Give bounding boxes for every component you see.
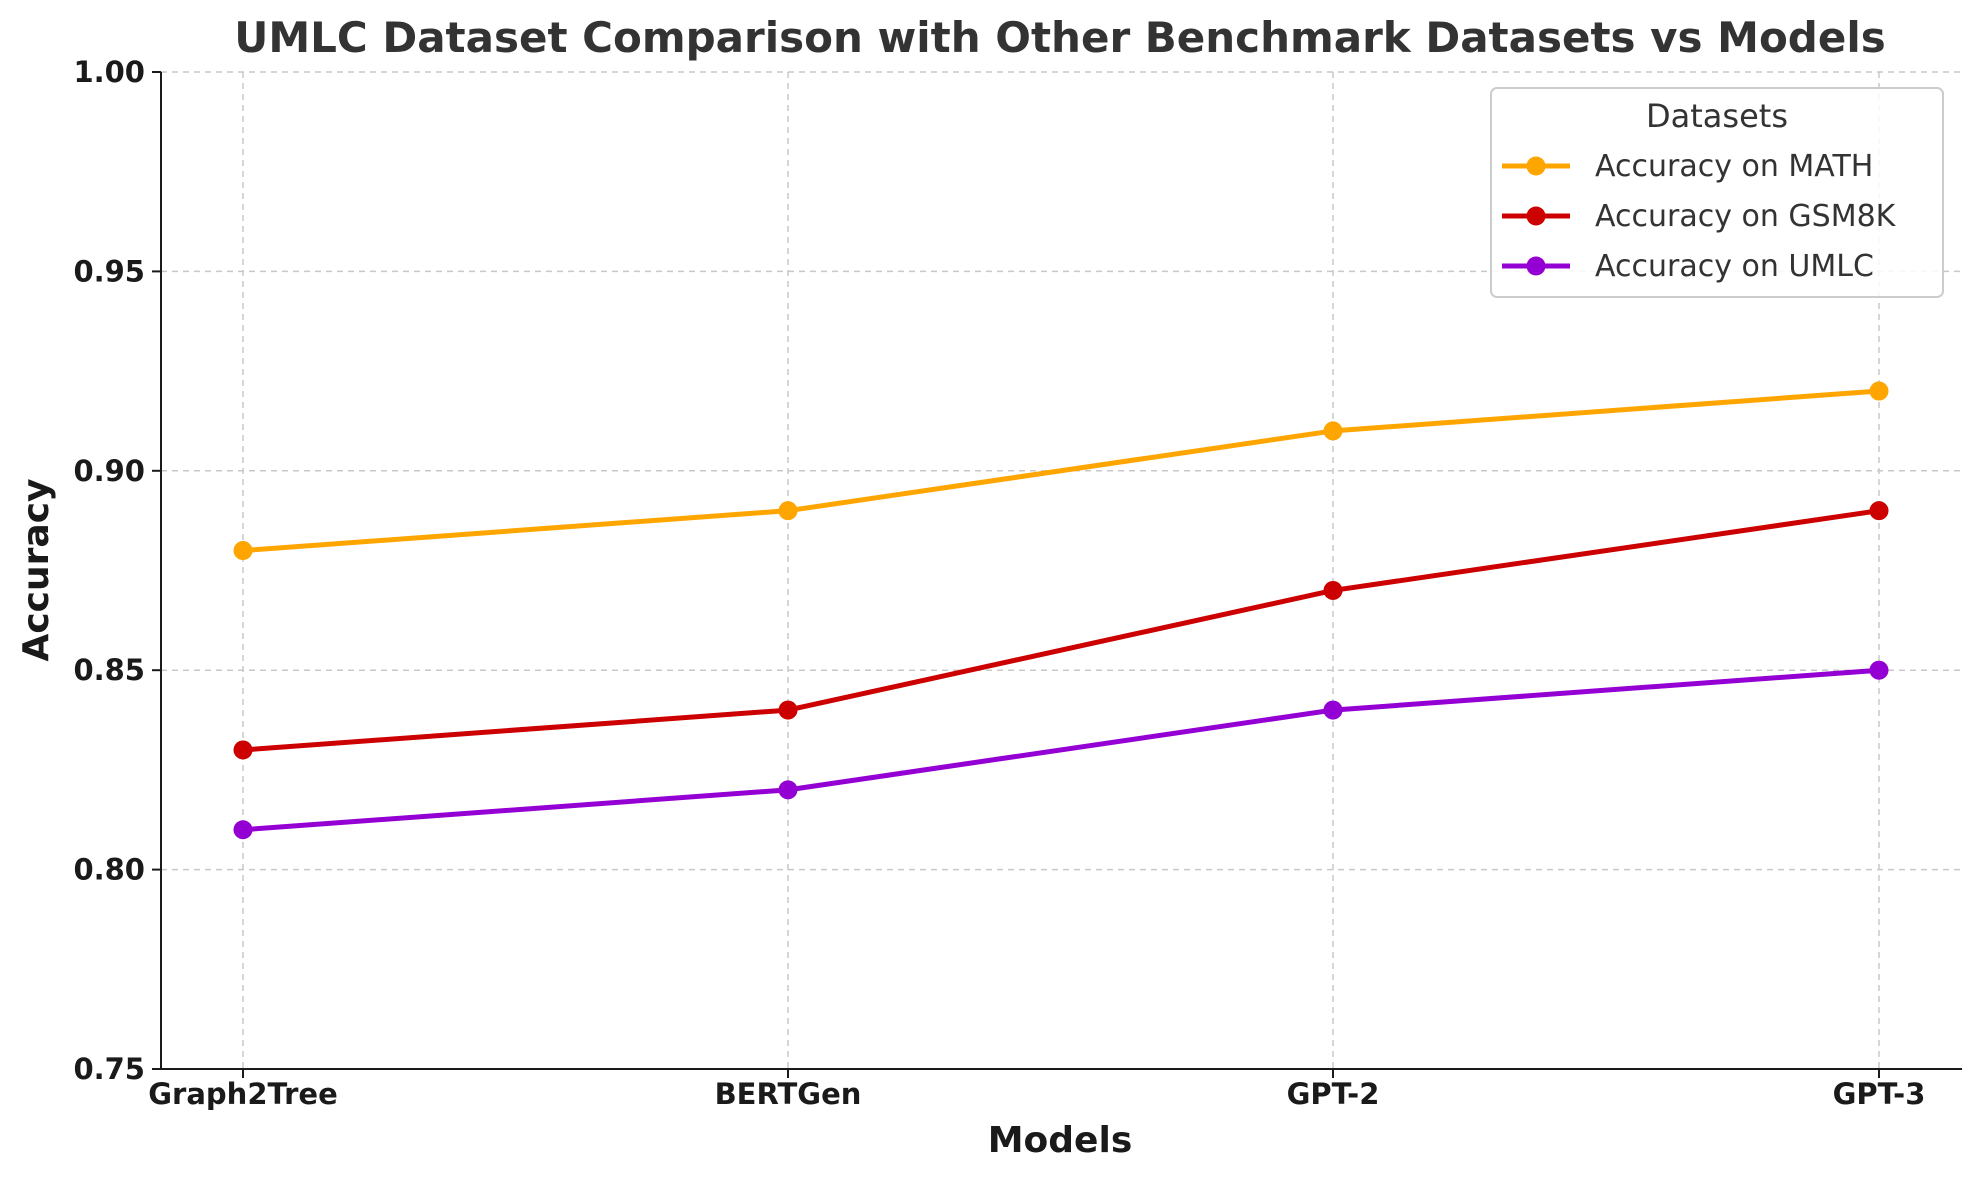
x-tick-label: GPT-2 — [1287, 1077, 1380, 1111]
series-2 — [233, 501, 1889, 760]
legend-box — [1490, 87, 1944, 298]
y-tick-label: 0.80 — [73, 853, 145, 887]
series-3 — [233, 660, 1889, 840]
data-point — [1323, 700, 1343, 720]
y-tick-label: 0.75 — [73, 1052, 145, 1086]
legend-marker — [1526, 256, 1546, 276]
data-point — [1323, 421, 1343, 441]
y-tick-labels: 0.75 0.80 0.85 0.90 0.95 1.00 — [73, 55, 145, 1086]
data-point — [778, 501, 798, 521]
series-line — [242, 388, 1880, 554]
x-tick-labels: Graph2Tree BERTGen GPT-2 GPT-3 — [148, 1077, 1925, 1111]
y-tick-label: 1.00 — [73, 55, 145, 89]
data-point — [1869, 660, 1889, 680]
legend-label: Accuracy on MATH — [1595, 149, 1873, 184]
series-line — [242, 508, 1880, 753]
data-point — [1869, 501, 1889, 521]
series-line — [242, 667, 1880, 833]
x-tick-label: Graph2Tree — [148, 1077, 338, 1111]
legend-entry: Accuracy on UMLC — [1502, 249, 1874, 284]
series — [233, 381, 1889, 840]
x-axis-label: Models — [988, 1120, 1133, 1161]
y-tick-label: 0.95 — [73, 254, 145, 288]
data-point — [233, 740, 253, 760]
series-1 — [233, 381, 1889, 561]
legend-label: Accuracy on UMLC — [1595, 249, 1874, 284]
data-point — [778, 780, 798, 800]
x-tick-label: BERTGen — [715, 1077, 862, 1111]
legend-title: Datasets — [1646, 97, 1788, 135]
legend-entry: Accuracy on MATH — [1502, 149, 1873, 184]
chart-title: UMLC Dataset Comparison with Other Bench… — [234, 13, 1886, 62]
axes — [152, 71, 1962, 1078]
y-tick-label: 0.90 — [73, 454, 145, 488]
legend-marker — [1526, 156, 1546, 176]
legend: Datasets Accuracy on MATH Accuracy on GSM… — [1490, 87, 1944, 298]
data-point — [1323, 580, 1343, 600]
legend-entry: Accuracy on GSM8K — [1502, 199, 1897, 234]
y-tick-label: 0.85 — [73, 653, 145, 687]
legend-label: Accuracy on GSM8K — [1595, 199, 1897, 234]
data-point — [233, 541, 253, 561]
data-point — [1869, 381, 1889, 401]
legend-entries: Accuracy on MATH Accuracy on GSM8K Accurac… — [1502, 149, 1897, 284]
x-tick-label: GPT-3 — [1833, 1077, 1926, 1111]
data-point — [778, 700, 798, 720]
y-axis-label: Accuracy — [16, 478, 57, 661]
legend-marker — [1526, 206, 1546, 226]
data-point — [233, 820, 253, 840]
